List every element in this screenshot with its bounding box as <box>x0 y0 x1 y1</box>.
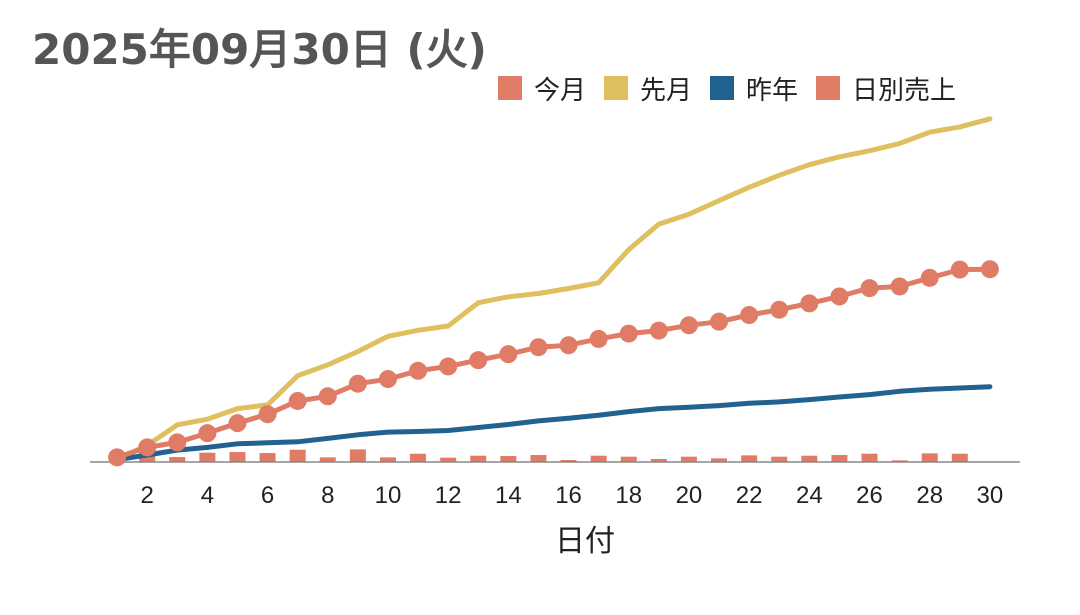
daily-sales-bar <box>801 455 818 462</box>
legend-label: 日別売上 <box>852 75 957 106</box>
series-point <box>318 387 337 406</box>
series-point <box>800 294 819 313</box>
series-point <box>469 351 488 370</box>
legend-item: 日別売上 <box>816 70 956 107</box>
x-tick-label: 10 <box>375 482 402 509</box>
x-tick-label: 20 <box>676 482 703 509</box>
x-tick-label: 22 <box>736 482 763 509</box>
series-point <box>108 448 127 467</box>
series-point <box>258 405 277 424</box>
series-point <box>830 287 849 306</box>
legend-swatch <box>710 76 735 100</box>
series-point <box>529 338 548 357</box>
daily-sales-bar <box>711 458 728 462</box>
daily-sales-bar <box>410 453 427 462</box>
series-point <box>348 374 367 393</box>
series-line <box>114 266 993 460</box>
series-point <box>168 433 187 452</box>
legend-swatch <box>604 76 629 100</box>
chart-title: 2025年09月30日 (火) <box>32 25 487 74</box>
legend-swatch <box>498 76 522 100</box>
legend-label: 昨年 <box>746 75 799 106</box>
x-tick-label: 24 <box>796 482 823 509</box>
x-tick-label: 28 <box>916 482 943 509</box>
daily-sales-bar <box>169 457 186 462</box>
series-point <box>890 277 909 296</box>
x-tick-label: 12 <box>435 482 462 509</box>
daily-sales-bar <box>861 453 878 462</box>
daily-sales-bar <box>680 456 697 462</box>
daily-sales-bar <box>530 455 547 462</box>
x-tick-label: 16 <box>555 482 582 509</box>
x-tick-label: 26 <box>856 482 883 509</box>
legend-item: 昨年 <box>710 70 798 107</box>
series-point <box>559 336 578 355</box>
series-point <box>860 279 879 298</box>
daily-sales-bar <box>951 453 968 462</box>
daily-sales-bar <box>229 452 246 462</box>
series-point <box>378 370 397 389</box>
series-point <box>198 424 217 443</box>
daily-sales-bar <box>921 453 938 462</box>
series-line <box>114 116 993 462</box>
series-point <box>228 414 247 433</box>
daily-sales-bar <box>891 460 908 462</box>
x-tick-label: 6 <box>261 482 274 509</box>
daily-sales-bar <box>560 460 577 462</box>
daily-sales-bar <box>831 455 848 462</box>
daily-sales-bar <box>440 457 457 462</box>
series-point <box>920 268 939 287</box>
daily-sales-bar <box>199 452 216 462</box>
daily-sales-bar <box>289 449 306 462</box>
legend-swatch <box>816 76 841 100</box>
daily-sales-bar <box>590 455 607 462</box>
series-point <box>138 438 157 457</box>
series-point <box>649 321 668 340</box>
x-tick-label: 30 <box>977 482 1004 509</box>
daily-sales-bar <box>379 457 396 462</box>
legend-item: 先月 <box>604 70 692 107</box>
series-point <box>288 391 307 410</box>
series-point <box>619 324 638 343</box>
daily-sales-bar <box>650 459 667 462</box>
legend-item: 今月 <box>498 70 586 107</box>
daily-sales-bar <box>259 453 276 462</box>
series-line <box>114 384 993 463</box>
daily-sales-bar <box>349 449 366 462</box>
series-point <box>499 345 518 364</box>
x-axis-label: 日付 <box>555 524 615 559</box>
x-tick-label: 2 <box>141 482 154 509</box>
x-tick-label: 8 <box>321 482 334 509</box>
series-point <box>589 329 608 348</box>
chart-legend: 今月 先月 昨年 日別売上 <box>498 70 974 106</box>
series-point <box>710 312 729 331</box>
series-point <box>950 260 969 279</box>
x-tick-label: 18 <box>615 482 642 509</box>
x-tick-label: 4 <box>201 482 214 509</box>
daily-sales-bar <box>771 456 788 462</box>
x-tick-label: 14 <box>495 482 522 509</box>
daily-sales-bar <box>620 456 637 462</box>
legend-label: 今月 <box>534 75 587 106</box>
series-point <box>679 316 698 335</box>
daily-sales-bar <box>741 455 758 462</box>
series-point <box>439 357 458 376</box>
series-point <box>980 260 999 279</box>
series-point <box>740 306 759 325</box>
daily-sales-bar <box>470 455 487 462</box>
legend-label: 先月 <box>640 75 693 106</box>
daily-sales-bar <box>500 456 517 462</box>
series-point <box>770 300 789 319</box>
series-point <box>409 361 428 380</box>
daily-sales-bar <box>319 457 336 462</box>
